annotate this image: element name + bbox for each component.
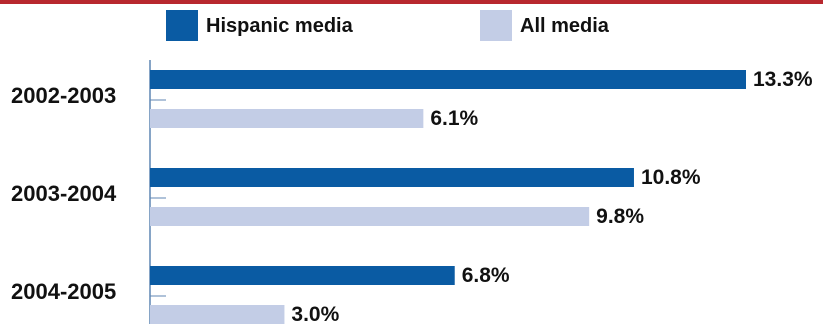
value-label-hispanic: 6.8% (462, 264, 510, 287)
bar-all (150, 109, 424, 128)
bar-hispanic (150, 70, 746, 89)
legend-swatch-hispanic (166, 10, 198, 41)
top-rule (0, 0, 823, 4)
bar-all (150, 207, 590, 226)
category-label: 2004-2005 (11, 279, 116, 304)
category-label: 2002-2003 (11, 83, 116, 108)
legend-label-hispanic: Hispanic media (206, 15, 354, 37)
value-label-hispanic: 13.3% (753, 68, 813, 91)
legend: Hispanic media All media (166, 10, 610, 41)
chart-marks: 2002-2003 13.3% 6.1% 2003-2004 10.8% 9.8% 2004… (11, 68, 813, 324)
value-label-hispanic: 10.8% (641, 166, 701, 189)
legend-label-all: All media (520, 15, 610, 37)
category-label: 2003-2004 (11, 181, 117, 206)
bar-hispanic (150, 168, 634, 187)
value-label-all: 6.1% (430, 107, 478, 130)
value-label-all: 3.0% (291, 303, 339, 324)
bar-hispanic (150, 266, 455, 285)
bar-all (150, 305, 285, 324)
value-label-all: 9.8% (596, 205, 644, 228)
legend-swatch-all (480, 10, 512, 41)
